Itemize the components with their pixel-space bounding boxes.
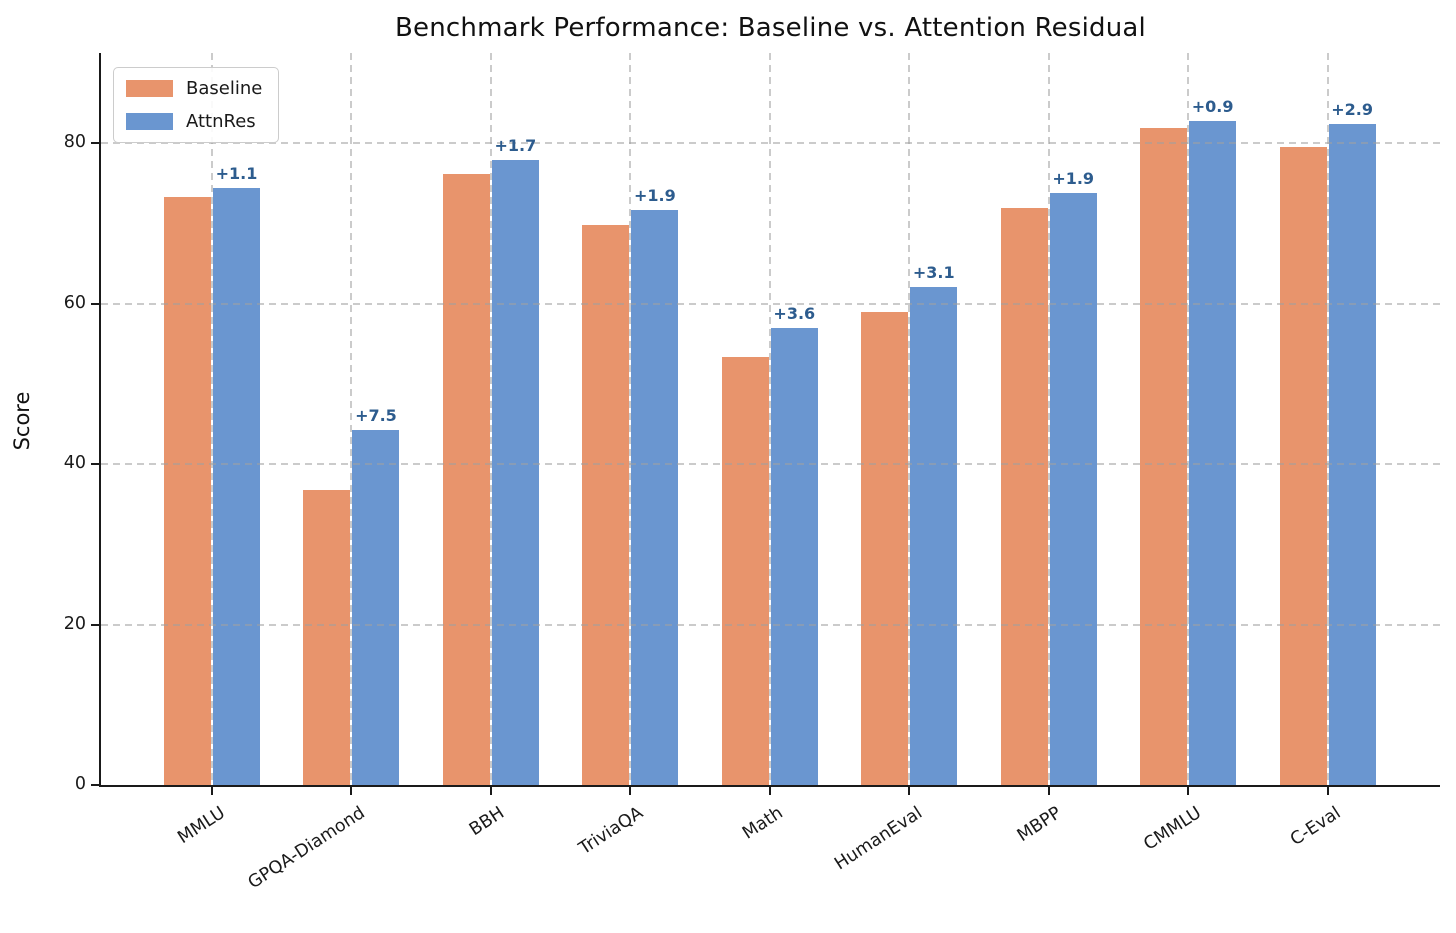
legend: Baseline AttnRes xyxy=(113,67,280,143)
x-tick xyxy=(1047,787,1050,795)
y-tick xyxy=(91,302,99,305)
bar-attnres-C-Eval xyxy=(1328,123,1376,785)
delta-label-CMMLU: +0.9 xyxy=(1191,96,1234,116)
bar-attnres-HumanEval xyxy=(910,287,958,785)
x-tick-label: MMLU xyxy=(174,803,229,849)
bar-baseline-MMLU xyxy=(164,196,211,785)
bar-attnres-Math xyxy=(770,328,818,785)
x-tick xyxy=(211,787,213,795)
bar-baseline-C-Eval xyxy=(1279,147,1327,785)
legend-swatch-baseline xyxy=(126,80,173,97)
bar-baseline-MBPP xyxy=(1000,208,1048,785)
delta-label-Math: +3.6 xyxy=(773,304,816,324)
x-tick xyxy=(768,787,771,795)
legend-item-baseline: Baseline xyxy=(126,79,262,98)
x-tick-label: Math xyxy=(739,803,787,844)
y-tick-label: 40 xyxy=(63,453,86,473)
y-axis-label: Score xyxy=(10,391,34,451)
bar-baseline-TriviaQA xyxy=(582,224,630,785)
y-tick xyxy=(91,142,99,144)
x-tick-label: CMMLU xyxy=(1140,803,1206,855)
delta-label-GPQA-Diamond: +7.5 xyxy=(355,406,397,426)
x-tick xyxy=(908,787,911,795)
bar-baseline-GPQA-Diamond xyxy=(303,490,351,785)
bar-attnres-BBH xyxy=(491,159,539,785)
bar-attnres-MBPP xyxy=(1049,192,1097,785)
delta-label-C-Eval: +2.9 xyxy=(1331,99,1373,119)
y-tick xyxy=(91,463,99,465)
x-tick-label: MBPP xyxy=(1014,803,1066,847)
y-tick-label: 80 xyxy=(63,132,86,152)
bar-attnres-CMMLU xyxy=(1189,120,1237,785)
y-tick-label: 20 xyxy=(63,613,86,634)
x-tick-label: C-Eval xyxy=(1287,803,1345,851)
x-tick xyxy=(629,787,632,795)
y-tick xyxy=(91,623,99,626)
x-axis-spine xyxy=(99,785,1440,787)
delta-label-BBH: +1.7 xyxy=(494,135,537,155)
y-tick-label: 0 xyxy=(74,774,86,794)
y-tick xyxy=(91,784,99,786)
plot-area: +1.1 MMLU +7.5 GPQA-Diamond +1.7 BBH +1.9 Trivi… xyxy=(64,53,1440,893)
delta-label-HumanEval: +3.1 xyxy=(912,263,955,283)
bar-baseline-CMMLU xyxy=(1140,127,1188,785)
bar-baseline-HumanEval xyxy=(861,312,909,785)
bar-attnres-GPQA-Diamond xyxy=(352,430,400,785)
delta-label-TriviaQA: +1.9 xyxy=(633,185,676,205)
bar-baseline-BBH xyxy=(442,173,490,785)
legend-label-baseline: Baseline xyxy=(186,78,263,99)
x-tick-label: GPQA-Diamond xyxy=(244,803,369,894)
delta-label-MMLU: +1.1 xyxy=(215,163,258,183)
x-tick-label: TriviaQA xyxy=(576,803,648,859)
x-tick xyxy=(1326,787,1329,795)
x-tick xyxy=(1187,787,1190,795)
x-tick xyxy=(489,787,492,795)
chart-title: Benchmark Performance: Baseline vs. Atte… xyxy=(395,13,1146,43)
legend-item-attnres: AttnRes xyxy=(126,112,262,131)
legend-label-attnres: AttnRes xyxy=(186,111,256,132)
horizontal-gridline xyxy=(101,142,1440,144)
delta-label-MBPP: +1.9 xyxy=(1052,168,1095,188)
legend-swatch-attnres xyxy=(126,113,173,130)
x-tick-label: BBH xyxy=(465,803,508,841)
bar-attnres-MMLU xyxy=(213,187,260,785)
y-axis-spine xyxy=(99,53,101,787)
bar-attnres-TriviaQA xyxy=(631,209,679,785)
bar-baseline-Math xyxy=(721,357,769,785)
x-tick-label: HumanEval xyxy=(831,803,927,875)
x-tick xyxy=(350,787,353,795)
y-tick-label: 60 xyxy=(63,292,86,313)
